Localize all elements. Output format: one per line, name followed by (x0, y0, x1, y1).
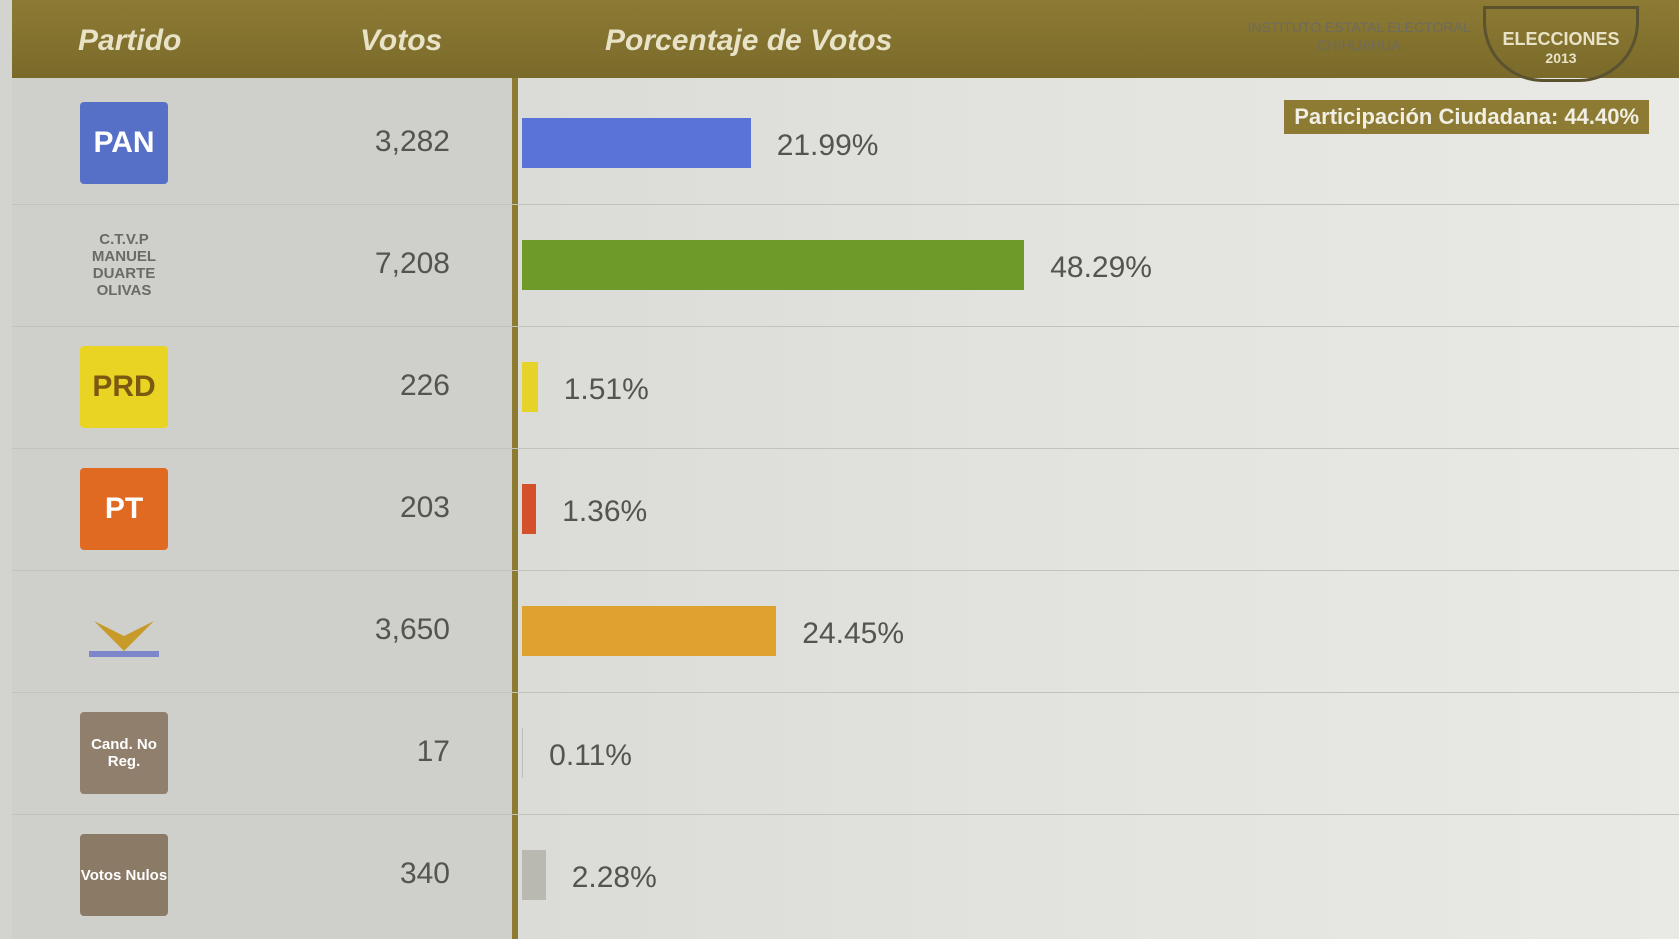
participation: Participación Ciudadana: 44.40% (1284, 100, 1649, 134)
row-divider (12, 570, 1679, 571)
value-label: 2.28% (571, 861, 657, 894)
value-label: 1.51% (563, 373, 649, 406)
row-divider (12, 814, 1679, 815)
bar (522, 118, 751, 168)
party-logo: PRD (80, 346, 168, 428)
party-logo: PT (80, 468, 168, 550)
votes: 3,282 (374, 125, 450, 158)
column-header: Partido (78, 24, 182, 57)
votes: 7,208 (374, 247, 450, 280)
party-logo (80, 590, 168, 672)
header-band (12, 0, 1679, 78)
bar (522, 240, 1025, 290)
column-header: Porcentaje de Votos (605, 24, 893, 57)
row-divider (12, 326, 1679, 327)
votes: 203 (399, 491, 450, 524)
eagle-icon (89, 621, 159, 657)
bar (522, 728, 524, 778)
column-header: Votos (360, 24, 443, 57)
badge-text: ELECCIONES (1502, 29, 1620, 49)
party-logo: Votos Nulos (80, 834, 168, 916)
institute-name: INSTITUTO ESTATAL ELECTORAL CHIHUAHUA (1247, 19, 1471, 53)
value-label: 48.29% (1050, 251, 1152, 284)
bar (522, 850, 546, 900)
party-logo: Cand. No Reg. (80, 712, 168, 794)
bar (522, 362, 538, 412)
votes: 340 (399, 857, 450, 890)
row-divider (12, 204, 1679, 205)
row-divider (12, 692, 1679, 693)
party-logo: PAN (80, 102, 168, 184)
value-label: 24.45% (802, 617, 905, 650)
votes: 226 (399, 369, 450, 402)
votes: 3,650 (374, 613, 450, 646)
value-label: 0.11% (549, 739, 632, 772)
value-label: 1.36% (562, 495, 648, 528)
bar (522, 606, 777, 656)
row-divider (12, 448, 1679, 449)
badge-year: 2013 (1545, 50, 1577, 66)
bar (522, 484, 537, 534)
value-label: 21.99% (776, 129, 879, 162)
party-logo: C.T.V.P MANUEL DUARTE OLIVAS (80, 224, 168, 306)
votes: 17 (416, 735, 450, 768)
